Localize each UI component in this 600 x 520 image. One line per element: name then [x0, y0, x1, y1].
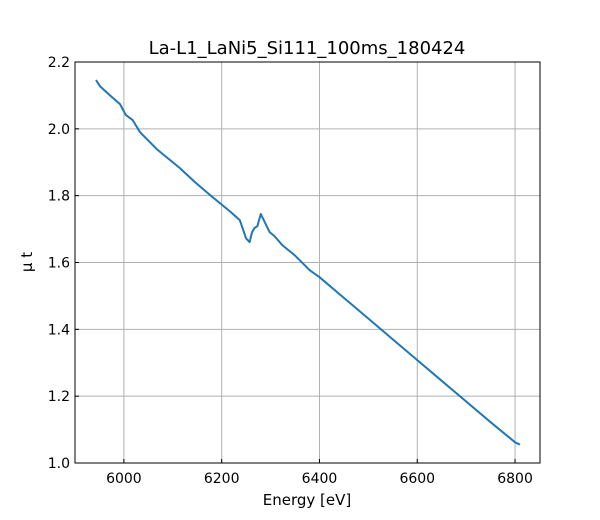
ticks: 6000 6200 6400 6600 6800 1.0 1.2 1.4 1.6 1.8 2.0 2.…: [48, 55, 533, 487]
x-axis-label: Energy [eV]: [263, 491, 351, 509]
y-tick-label: 1.8: [48, 189, 70, 205]
y-tick-label: 1.2: [48, 389, 70, 405]
series-layer: [95, 79, 521, 446]
y-tick-label: 2.0: [48, 122, 70, 138]
grid: [75, 61, 540, 464]
y-tick-label: 2.2: [48, 55, 70, 71]
chart-title: La-L1_LaNi5_Si111_100ms_180424: [149, 38, 466, 59]
x-tick-label: 6200: [204, 471, 240, 487]
x-tick-label: 6400: [302, 471, 338, 487]
y-tick-label: 1.6: [48, 256, 70, 272]
series-line: [95, 79, 521, 446]
x-tick-label: 6600: [399, 471, 435, 487]
y-tick-label: 1.0: [48, 456, 70, 472]
y-axis-label: μ t: [18, 252, 36, 272]
x-tick-label: 6800: [497, 471, 533, 487]
y-tick-label: 1.4: [48, 322, 70, 338]
x-tick-label: 6000: [106, 471, 142, 487]
